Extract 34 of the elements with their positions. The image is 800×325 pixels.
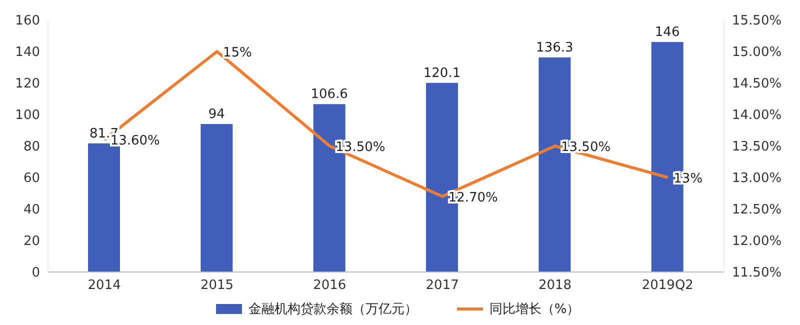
x-tick-label: 2014 (88, 278, 121, 294)
bar (200, 124, 233, 272)
data-label: 106.6 (310, 87, 348, 102)
y-tick-label: 80 (23, 140, 40, 155)
y-tick-label: 40 (23, 202, 40, 218)
y-tick-label: 160 (15, 14, 40, 29)
legend-label: 金融机构贷款余额（万亿元） (247, 301, 418, 318)
y2-tick-label: 14.50% (732, 76, 782, 92)
data-label: 136.3 (536, 40, 574, 56)
y-tick-label: 100 (15, 108, 40, 124)
y-tick-label: 0 (32, 266, 40, 281)
y2-tick-label: 12.50% (732, 202, 782, 218)
data-label: 146 (654, 25, 680, 40)
y-tick-label: 120 (15, 76, 40, 92)
y-tick-label: 60 (23, 171, 40, 186)
x-tick-label: 2017 (426, 278, 459, 294)
y2-tick-label: 14.00% (732, 108, 782, 124)
y2-tick-label: 13.00% (732, 171, 782, 186)
y2-tick-label: 15.50% (732, 14, 782, 29)
y-tick-label: 20 (23, 234, 40, 250)
y2-tick-label: 11.50% (732, 266, 782, 281)
x-tick-label: 2018 (538, 278, 572, 294)
y2-tick-label: 12.00% (732, 234, 782, 250)
x-tick-label: 2016 (313, 278, 346, 294)
y-tick-label: 140 (15, 45, 40, 60)
data-label: 94 (208, 106, 225, 122)
data-label: 15% (223, 46, 252, 60)
legend-label: 同比增长（%） (488, 301, 580, 318)
y2-tick-label: 15.00% (732, 45, 782, 60)
bar (88, 143, 120, 272)
x-tick-label: 2019Q2 (642, 278, 694, 294)
y2-tick-label: 13.50% (732, 140, 782, 155)
data-label: 120.1 (423, 66, 461, 81)
x-tick-label: 2015 (200, 278, 234, 294)
